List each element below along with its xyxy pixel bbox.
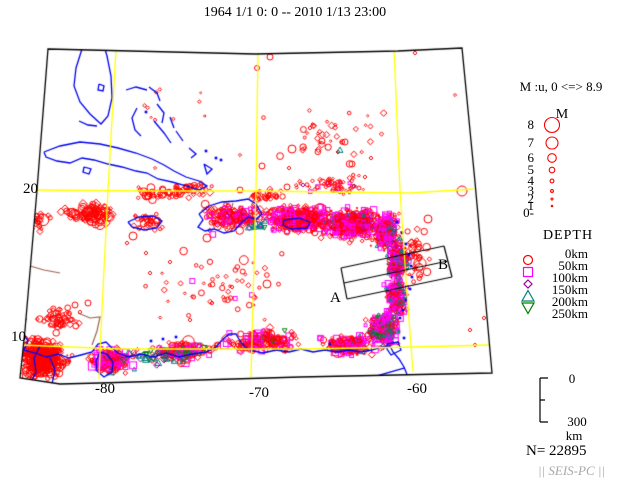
- scale-bracket: [539, 377, 548, 423]
- lon-tick-80: -80: [95, 381, 115, 397]
- mag-circle-8: [543, 116, 561, 134]
- distance-scale-bar: 0 300 km: [539, 371, 587, 443]
- lat-tick-10: 10: [11, 329, 26, 345]
- mag-circle-4: [549, 178, 555, 184]
- depth-square-icon: [522, 266, 534, 278]
- magnitude-range-note: M :u, 0 <=> 8.9: [519, 79, 603, 94]
- depth-label-0km: 0km: [565, 246, 588, 261]
- depth-label-100km: 100km: [552, 270, 588, 285]
- mag-label-6: 6: [528, 150, 535, 165]
- mag-circle-3: [550, 189, 554, 193]
- depth-triangle-up-icon: [520, 289, 536, 302]
- lon-tick-60: -60: [407, 381, 427, 397]
- magnitude-legend-header: M: [555, 107, 569, 122]
- depth-diamond-icon: [523, 279, 533, 289]
- depth-label-50km: 50km: [558, 258, 588, 273]
- depth-label-200km: 200km: [552, 294, 588, 309]
- depth-label-250km: 250km: [552, 306, 588, 321]
- time-range-title: 1964 1/1 0: 0 -- 2010 1/13 23:00: [203, 5, 387, 20]
- depth-legend: 0km 50km 100km 150km 200km 250km: [520, 246, 588, 321]
- lat-tick-20: 20: [23, 181, 38, 197]
- scale-bottom-label: 300: [567, 414, 587, 429]
- mag-label-8: 8: [528, 117, 535, 132]
- mag-circle-7: [545, 136, 559, 150]
- lon-tick-70: -70: [249, 385, 269, 401]
- mag-circle-1: [550, 204, 554, 208]
- mag-label-5: 5: [528, 162, 535, 177]
- mag-label-2: 2: [528, 191, 535, 206]
- event-count-label: N= 22895: [526, 443, 587, 459]
- depth-legend-header: DEPTH: [542, 228, 594, 243]
- mag-label-7: 7: [528, 135, 535, 150]
- cross-section-label-a: A: [330, 290, 341, 306]
- mag-label-4: 4: [528, 173, 535, 188]
- mag-circle-2: [550, 197, 554, 201]
- mag-label-0: 0-: [523, 205, 534, 220]
- mag-circle-6: [547, 153, 557, 163]
- scale-top-label: 0: [569, 371, 576, 386]
- depth-triangle-down-icon: [520, 302, 536, 315]
- cross-section-label-b: B: [438, 257, 449, 273]
- magnitude-legend-scale: 8 7 6 5 4 3 2 1 0-: [523, 116, 561, 220]
- mag-label-1: 1: [528, 198, 535, 213]
- mag-label-3: 3: [528, 183, 535, 198]
- scale-unit-label: km: [566, 428, 583, 443]
- depth-circle-icon: [522, 254, 534, 266]
- mag-circle-5: [548, 166, 556, 174]
- seis-pc-watermark: || SEIS-PC ||: [538, 463, 606, 478]
- depth-label-150km: 150km: [552, 282, 588, 297]
